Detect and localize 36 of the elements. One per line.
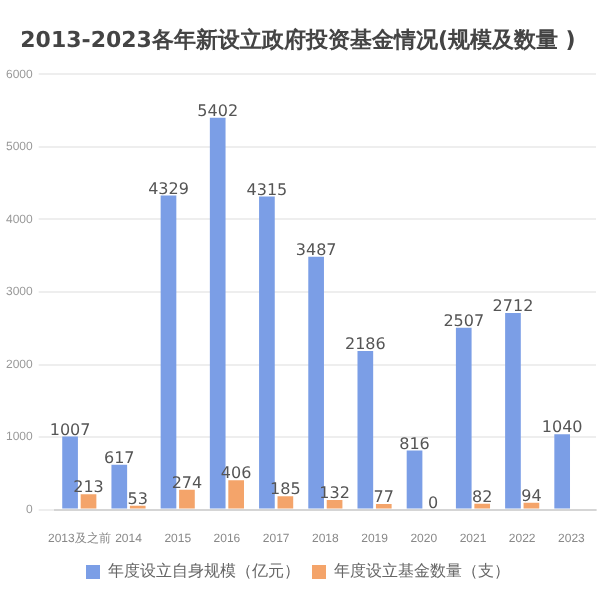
data-label: 0 [427,493,439,512]
bar [554,434,571,509]
bar [523,502,540,509]
bar [455,327,472,509]
data-label: 3487 [295,240,337,259]
bar [228,480,244,509]
bar [179,489,195,509]
data-label: 4315 [246,180,288,199]
data-label: 2186 [344,335,386,354]
data-label: 617 [104,449,135,467]
data-label: 53 [127,489,148,508]
data-label: 77 [373,488,394,507]
data-label: 82 [472,487,493,506]
bar [308,256,324,509]
bar [111,464,128,509]
chart-title: 2013-2023各年新设立政府投资基金情况(规模及数量 ) [20,26,576,53]
bar [259,196,275,509]
data-label: 4329 [148,179,189,198]
data-label: 1007 [49,420,91,439]
data-label: 2712 [492,297,534,316]
bar [277,496,294,509]
bar [62,436,78,509]
data-label: 816 [399,434,430,453]
data-label: 5402 [197,101,239,120]
bar [326,500,343,509]
bar [406,450,423,509]
data-label: 2507 [443,311,485,330]
bar [160,195,177,509]
data-label: 1040 [541,418,583,437]
bar [505,312,521,509]
legend-label: 年度设立基金数量（支） [334,562,510,581]
data-label: 94 [521,486,542,505]
legend-label: 年度设立自身规模（亿元） [108,562,300,581]
bar [357,351,374,509]
bar [474,503,491,509]
bar [80,494,97,509]
